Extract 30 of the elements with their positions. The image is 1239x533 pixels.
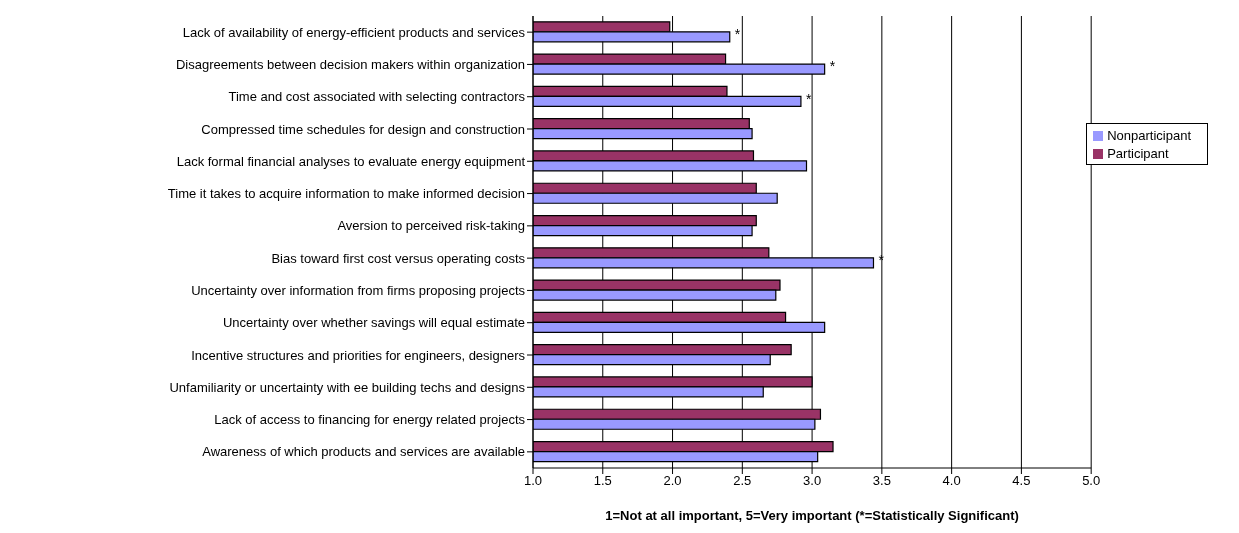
y-tick-label: Uncertainty over information from firms proposing projects [191, 283, 526, 299]
annotation: * [805, 90, 812, 107]
y-tick-label: Aversion to perceived risk-taking [337, 218, 525, 234]
x-tick-label: 1.5 [593, 473, 612, 489]
y-tick-label: Disagreements between decision makers within organization [175, 57, 525, 73]
x-tick-label: 2.0 [663, 473, 682, 489]
annotation: * [878, 252, 885, 269]
legend-label: Participant [1107, 146, 1169, 161]
y-tick-label: Awareness of which products and services are available [202, 444, 525, 460]
x-tick-label: 3.0 [803, 473, 822, 489]
annotation: * [829, 58, 836, 75]
y-tick-label: Lack of availability of energy-efficient products and services [182, 24, 526, 40]
y-tick-label: Unfamiliarity or uncertainty with ee building techs and designs [169, 379, 526, 395]
x-tick-label: 5.0 [1082, 473, 1101, 489]
y-tick-label: Time it takes to acquire information to make informed decision [167, 186, 525, 202]
x-axis-title: 1=Not at all important, 5=Very important (*=Statistically Significant) [605, 508, 1019, 523]
y-tick-label: Uncertainty over whether savings will equal estimate [222, 315, 525, 331]
y-tick-label: Compressed time schedules for design and construction [201, 121, 525, 137]
y-tick-label: Bias toward first cost versus operating costs [271, 250, 526, 266]
x-tick-label: 3.5 [872, 473, 891, 489]
y-tick-label: Time and cost associated with selecting contractors [228, 89, 526, 105]
legend-label: Nonparticipant [1107, 128, 1191, 143]
y-tick-label: Lack formal financial analyses to evaluate energy equipment [176, 153, 526, 169]
annotation: * [734, 26, 741, 43]
x-tick-label: 1.0 [523, 473, 543, 489]
x-tick-label: 4.0 [942, 473, 961, 489]
x-tick-label: 4.5 [1012, 473, 1031, 489]
y-tick-label: Incentive structures and priorities for engineers, designers [191, 347, 526, 363]
y-tick-label: Lack of access to financing for energy related projects [214, 412, 526, 428]
x-tick-label: 2.5 [733, 473, 752, 489]
